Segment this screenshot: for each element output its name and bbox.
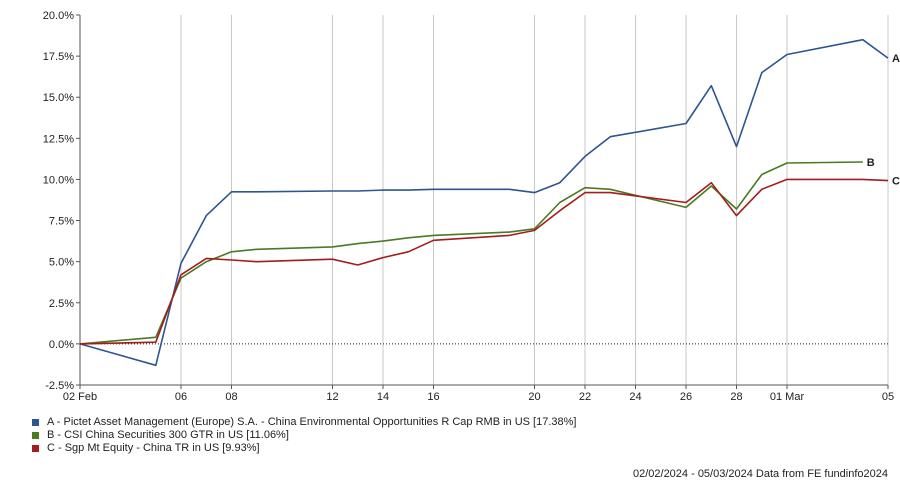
x-tick-label: 06 <box>175 391 187 403</box>
x-tick-label: 20 <box>528 391 540 403</box>
legend-swatch <box>32 419 39 426</box>
line-chart: 02 Feb 06 08 12 14 16 20 22 24 26 28 01 Mar 05 -2.5% 0… <box>43 10 900 403</box>
legend-swatch <box>32 445 39 452</box>
x-tick-label: 26 <box>680 391 692 403</box>
legend: A - Pictet Asset Management (Europe) S.A… <box>32 416 576 455</box>
legend-label: B - CSI China Securities 300 GTR in US [… <box>47 429 289 441</box>
legend-label: A - Pictet Asset Management (Europe) S.A… <box>47 416 577 428</box>
legend-item-c[interactable]: C - Sgp Mt Equity - China TR in US [9.93… <box>32 442 576 455</box>
axis-layer: 02 Feb 06 08 12 14 16 20 22 24 26 28 01 Mar 05 -2.5% 0… <box>43 10 894 403</box>
series-end-label-b: B <box>867 157 875 169</box>
x-tick-label: 01 Mar <box>770 391 805 403</box>
y-tick-label: 2.5% <box>49 298 74 310</box>
data-source-footer: 02/02/2024 - 05/03/2024 Data from FE fun… <box>632 468 888 480</box>
y-tick-label: 10.0% <box>43 174 74 186</box>
series-end-label-a: A <box>892 53 900 65</box>
series-end-label-c: C <box>892 176 900 188</box>
legend-item-b[interactable]: B - CSI China Securities 300 GTR in US [… <box>32 429 576 442</box>
y-tick-label: 5.0% <box>49 257 74 269</box>
series-line-b <box>79 161 863 345</box>
legend-swatch <box>32 432 39 439</box>
y-tick-label: 0.0% <box>49 339 74 351</box>
y-tick-label: 12.5% <box>43 133 74 145</box>
x-tick-label: 22 <box>579 391 591 403</box>
x-tick-label: 14 <box>377 391 389 403</box>
y-tick-label: -2.5% <box>45 380 74 392</box>
series-line-a <box>79 38 889 367</box>
grid-layer <box>79 15 889 385</box>
legend-item-a[interactable]: A - Pictet Asset Management (Europe) S.A… <box>32 416 576 429</box>
x-tick-label: 02 Feb <box>63 391 97 403</box>
x-tick-label: 08 <box>225 391 237 403</box>
series-layer <box>79 38 889 367</box>
y-tick-label: 7.5% <box>49 216 74 228</box>
x-tick-label: 28 <box>730 391 742 403</box>
x-tick-label: 24 <box>629 391 641 403</box>
y-tick-label: 15.0% <box>43 92 74 104</box>
label-layer: A B C <box>867 53 900 188</box>
x-tick-label: 05 <box>882 391 894 403</box>
y-tick-label: 20.0% <box>43 10 74 22</box>
x-tick-label: 16 <box>427 391 439 403</box>
x-tick-label: 12 <box>326 391 338 403</box>
y-tick-label: 17.5% <box>43 51 74 63</box>
legend-label: C - Sgp Mt Equity - China TR in US [9.93… <box>47 442 260 454</box>
series-line-c <box>79 178 889 345</box>
